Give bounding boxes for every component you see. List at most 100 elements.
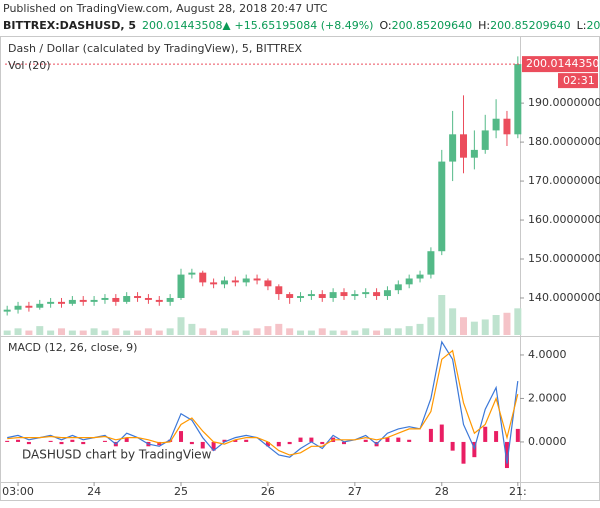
volume-bar: [318, 328, 326, 335]
volume-bar: [362, 328, 370, 335]
volume-bar: [14, 328, 22, 335]
volume-bar: [210, 330, 218, 335]
volume-bar: [155, 330, 163, 335]
candle-body: [242, 278, 250, 283]
histogram-bar: [59, 441, 64, 445]
volume-bar: [79, 330, 87, 335]
high: 200.85209640: [490, 19, 570, 32]
candle-body: [57, 301, 65, 304]
volume-bar: [340, 330, 348, 335]
volume-bar: [134, 330, 142, 335]
volume-bar: [112, 328, 120, 335]
volume-bar: [405, 326, 413, 335]
histogram-bar: [48, 440, 53, 442]
candle-body: [79, 299, 87, 302]
volume-bar: [460, 317, 468, 335]
candle-body: [492, 118, 500, 131]
candle-body: [329, 292, 337, 298]
volume-bar: [3, 330, 11, 335]
y-tick-label: 180.00000000: [528, 135, 600, 148]
x-tick-label: 03:00: [2, 485, 34, 498]
histogram-bar: [211, 441, 216, 451]
volume-bar: [242, 330, 250, 335]
volume-bar: [307, 330, 315, 335]
candle-body: [416, 274, 424, 279]
histogram-bar: [26, 441, 31, 445]
candle-body: [383, 290, 391, 297]
volume-bar: [383, 328, 391, 335]
volume-bar: [68, 330, 76, 335]
candle-body: [112, 297, 120, 302]
histogram-bar: [244, 439, 249, 442]
volume-bar: [373, 330, 381, 335]
volume-bar: [36, 326, 44, 335]
volume-bar: [57, 328, 65, 335]
symbol: BITTREX:DASHUSD, 5: [3, 19, 136, 32]
volume-bar: [231, 330, 239, 335]
x-tick-label: 27: [348, 485, 362, 498]
y-tick-label: 170.00000000: [528, 174, 600, 187]
histogram-bar: [200, 441, 205, 449]
y-tick-label: 140.00000000: [528, 291, 600, 304]
last-price-box: [522, 56, 598, 73]
histogram-bar: [385, 437, 390, 442]
countdown-label: 02:31: [563, 74, 595, 87]
volume-bar: [427, 317, 435, 335]
volume-bar: [275, 323, 283, 335]
histogram-bar: [189, 441, 194, 445]
volume-bar: [166, 328, 174, 335]
histogram-bar: [483, 426, 488, 442]
histogram-bar: [320, 441, 325, 445]
candle-body: [481, 130, 489, 150]
macd-line: [7, 349, 519, 456]
candle-body: [351, 294, 359, 297]
up-arrow: [222, 22, 231, 30]
candle-body: [166, 297, 174, 302]
histogram-bar: [81, 441, 86, 445]
candle-body: [503, 118, 511, 135]
candle-body: [373, 292, 381, 297]
candle-body: [340, 292, 348, 297]
y-tick-label: 2.0000: [528, 391, 567, 404]
symbol-line: BITTREX:DASHUSD, 5 200.01443508: [3, 19, 223, 32]
histogram-bar: [407, 439, 412, 442]
volume-bar: [394, 328, 402, 335]
ohlc-line: +15.65195084 (+8.49%) O:200.85209640 H:200…: [235, 19, 600, 32]
candle-body: [297, 296, 305, 298]
volume-bar: [177, 317, 185, 335]
candle-body: [134, 296, 142, 298]
volume-bar: [481, 319, 489, 335]
x-tick-label: 21:: [509, 485, 527, 498]
histogram-bar: [515, 428, 520, 442]
histogram-bar: [363, 439, 368, 442]
histogram-bar: [298, 437, 303, 442]
volume-bar: [264, 326, 272, 335]
volume-bar: [25, 330, 33, 335]
candle-body: [25, 305, 33, 308]
histogram-bar: [5, 440, 10, 442]
histogram-bar: [494, 431, 499, 442]
candle-body: [68, 299, 76, 304]
histogram-bar: [265, 441, 270, 447]
candle-body: [90, 299, 98, 302]
candle-body: [470, 149, 478, 158]
candle-body: [210, 282, 218, 285]
x-tick-label: 25: [174, 485, 188, 498]
x-tick-label: 26: [261, 485, 275, 498]
high-label: H:: [478, 19, 490, 32]
histogram-bar: [287, 441, 292, 445]
volume-bar: [144, 328, 152, 335]
candle-body: [514, 64, 522, 135]
candle-body: [307, 294, 315, 297]
macd-title: MACD (12, 26, close, 9): [8, 341, 137, 354]
candle-body: [231, 280, 239, 283]
y-tick-label: 160.00000000: [528, 213, 600, 226]
volume-bar: [416, 323, 424, 335]
candle-body: [394, 284, 402, 291]
volume-bar: [253, 328, 261, 335]
x-tick-label: 28: [435, 485, 449, 498]
histogram-bar: [309, 437, 314, 442]
candle-body: [36, 303, 44, 308]
volume-bar: [123, 330, 131, 335]
